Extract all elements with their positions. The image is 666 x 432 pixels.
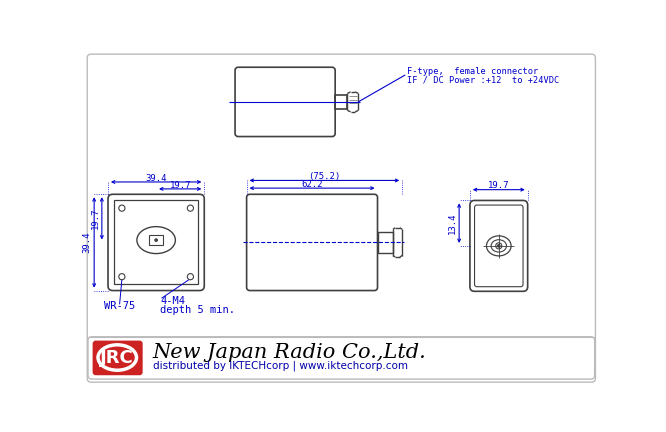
Text: depth 5 min.: depth 5 min.: [160, 305, 235, 315]
Circle shape: [155, 239, 157, 241]
Circle shape: [498, 245, 500, 247]
Text: New Japan Radio Co.,Ltd.: New Japan Radio Co.,Ltd.: [153, 343, 426, 362]
Text: 19.7: 19.7: [169, 181, 191, 190]
Text: 19.7: 19.7: [488, 181, 509, 191]
Bar: [335, 95, 348, 109]
Bar: [114, 200, 198, 284]
Text: 39.4: 39.4: [145, 174, 167, 183]
Bar: [149, 235, 163, 245]
Text: (75.2): (75.2): [308, 172, 340, 181]
Text: 4-M4: 4-M4: [160, 296, 185, 306]
FancyBboxPatch shape: [88, 337, 595, 379]
Text: 19.7: 19.7: [91, 208, 100, 229]
Bar: [378, 232, 393, 253]
Text: JRC: JRC: [101, 349, 134, 367]
Text: WR-75: WR-75: [104, 301, 135, 311]
Text: distributed by IKTECHcorp | www.iktechcorp.com: distributed by IKTECHcorp | www.iktechco…: [153, 361, 408, 371]
Text: 13.4: 13.4: [448, 213, 457, 234]
Text: IF / DC Power :+12  to +24VDC: IF / DC Power :+12 to +24VDC: [407, 75, 559, 84]
Text: F-type,  female connector: F-type, female connector: [407, 67, 538, 76]
Text: 62.2: 62.2: [301, 180, 323, 189]
Text: 39.4: 39.4: [83, 232, 92, 253]
FancyBboxPatch shape: [93, 340, 143, 375]
